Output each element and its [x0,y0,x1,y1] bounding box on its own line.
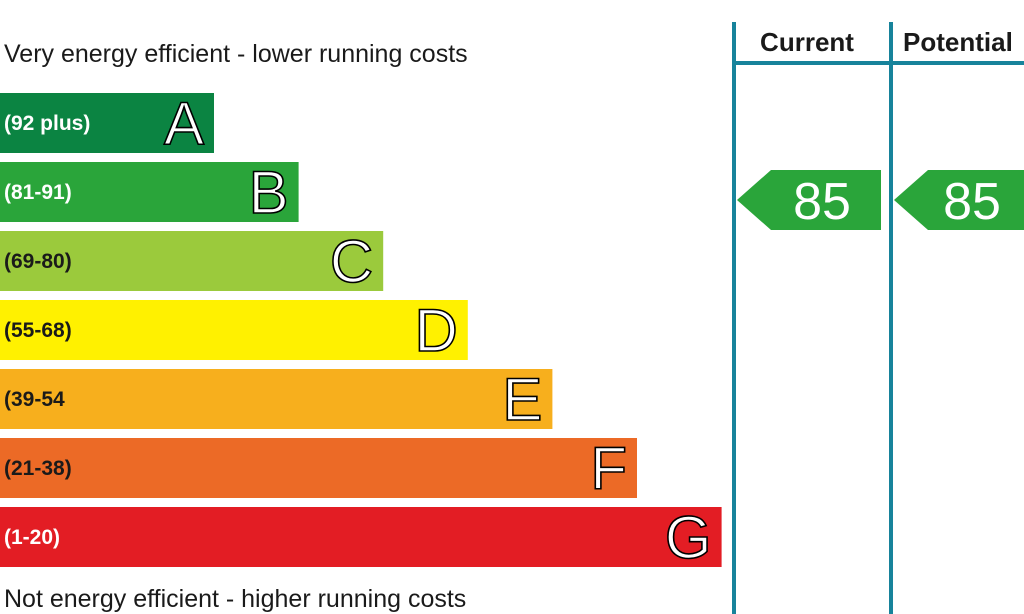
potential-column-header: Potential [903,27,1013,57]
band-g-range: (1-20) [4,526,60,549]
band-a-bar [0,93,214,153]
potential-rating-value: 85 [943,173,1001,231]
band-f-letter: F [590,435,627,502]
band-e-range: (39-54 [4,388,65,411]
band-d-range: (55-68) [4,319,72,342]
band-e-letter: E [502,366,542,433]
band-d-letter: D [414,297,457,364]
current-rating-value: 85 [793,173,851,231]
current-column-header: Current [760,27,854,57]
efficient-caption: Very energy efficient - lower running co… [4,40,468,68]
band-c-bar [0,231,384,291]
column-dividers [732,22,1024,614]
potential-rating-arrow [894,170,1024,230]
band-a-letter: A [164,90,204,157]
band-f-bar [0,438,637,498]
band-d-bar [0,300,468,360]
current-rating-arrow [737,170,881,230]
band-g-bar [0,507,722,567]
rating-bands: (92 plus) A (81-91) B (69-80) C (55-68) D (39-54… [0,89,722,572]
rating-arrows: 85 85 [737,170,1024,231]
band-e-bar [0,369,553,429]
band-c-range: (69-80) [4,250,72,273]
band-b-letter: B [249,159,289,226]
band-a-range: (92 plus) [4,112,90,135]
inefficient-caption: Not energy efficient - higher running co… [4,585,467,613]
band-b-bar [0,162,299,222]
band-c-letter: C [330,228,373,295]
band-f-range: (21-38) [4,457,72,480]
band-b-range: (81-91) [4,181,72,204]
band-g-letter: G [665,504,712,571]
